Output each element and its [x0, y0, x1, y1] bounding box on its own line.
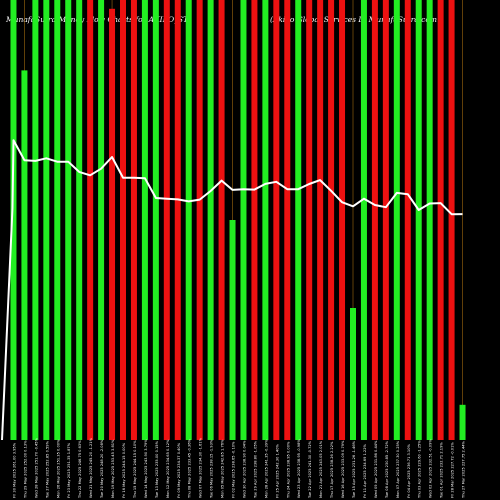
volume-bar-up	[98, 0, 105, 440]
volume-bar-up	[141, 0, 148, 440]
volume-bar-down	[317, 0, 324, 440]
x-tick-label: Mon 21 Apr 2025 243.05 2.01%	[319, 440, 323, 498]
volume-bar-up	[426, 0, 433, 440]
x-tick-label: Tue 27 May 2025 252.85 0.59%	[45, 440, 49, 499]
volume-bar-down	[306, 0, 313, 440]
volume-bar-down	[448, 0, 455, 440]
x-tick-label: Tue 06 May 2025 238.15 -1.93%	[210, 439, 214, 499]
volume-bar-down	[371, 0, 378, 440]
x-tick-label: Thu 17 Apr 2025 238.26 2.22%	[330, 441, 334, 499]
volume-bar-down	[109, 8, 116, 441]
volume-bar-down	[404, 0, 411, 440]
x-tick-label: Tue 22 Apr 2025 241.30 -0.72%	[308, 440, 312, 499]
volume-bar-up	[350, 308, 356, 440]
volume-bar-down	[130, 0, 137, 440]
x-tick-label: Thu 03 Apr 2025 229.60 -1.25%	[418, 440, 422, 499]
x-tick-label: Wed 16 Apr 2025 233.09 0.79%	[341, 440, 345, 498]
x-tick-label: Fri 11 Apr 2025 234.69 1.22%	[363, 443, 367, 498]
x-tick-label: Thu 29 May 2025 252.00 0.13%	[23, 440, 27, 499]
x-tick-label: Wed 28 May 2025 251.70 -0.45%	[34, 437, 38, 498]
x-tick-label: Tue 29 Apr 2025 238.80 -1.05%	[253, 440, 257, 499]
x-tick-label: Tue 08 Apr 2025 230.85 -2.72%	[385, 440, 389, 499]
x-tick-label: Wed 21 May 2025 245.20 -1.21%	[89, 437, 93, 498]
price-line	[1, 139, 463, 441]
x-tick-label: Wed 30 Apr 2025 238.90 0.04%	[242, 440, 246, 498]
volume-bar-down	[174, 0, 181, 440]
chart-title-left: MunafaSutra Money Flow Charts for AKIKO_…	[6, 15, 189, 24]
volume-bar-up	[295, 0, 302, 440]
volume-bar-down	[382, 0, 389, 440]
volume-bar-down	[284, 0, 291, 440]
volume-bars	[10, 0, 466, 441]
x-tick-label: Thu 27 Mar 2025 227.75 2.44%	[462, 440, 466, 499]
x-tick-label: Mon 28 Apr 2025 241.35 -0.39%	[264, 439, 268, 498]
x-tick-label: Tue 13 May 2025 235.00 0.15%	[155, 440, 159, 499]
volume-bar-up	[21, 70, 28, 441]
x-tick-label: Tue 20 May 2025 248.20 -2.08%	[100, 439, 104, 499]
x-tick-label: Wed 23 Apr 2025 238.95 -0.98%	[297, 439, 301, 498]
x-tick-label: Fri 23 May 2025 251.35 1.87%	[67, 442, 71, 498]
x-tick-label: Thu 08 May 2025 233.45 -0.36%	[188, 439, 192, 499]
x-tick-label: Tue 01 Apr 2025 232.71 2.19%	[440, 442, 444, 499]
volume-bar-up	[415, 0, 422, 440]
x-tick-label: Mon 05 May 2025 242.85 1.76%	[221, 439, 225, 498]
volume-bar-up	[360, 0, 367, 440]
price-line-group	[1, 139, 463, 441]
volume-bar-down	[87, 0, 94, 440]
volume-bar-down	[251, 0, 258, 440]
volume-bar-down	[218, 0, 225, 440]
volume-bar-down	[120, 0, 126, 440]
volume-bar-up	[65, 0, 72, 440]
volume-bar-up	[152, 0, 159, 440]
x-tick-label: Fri 02 May 2025 238.65 -0.10%	[232, 441, 236, 498]
x-tick-label: Thu 24 Apr 2025 238.95 0.00%	[286, 441, 290, 499]
volume-bar-up	[185, 0, 192, 440]
volume-bar-up	[207, 0, 214, 440]
x-tick-label: Mon 19 May 2025 253.45 3.81%	[111, 439, 115, 498]
x-tick-labels: Fri 30 May 2025 261.00 3.95% Thu 29 May 2…	[12, 437, 465, 499]
x-tick-label: Thu 15 May 2025 244.15 0.10%	[133, 440, 137, 499]
volume-bar-up	[43, 0, 50, 440]
volume-bar-up	[393, 0, 400, 440]
volume-bar-down	[437, 0, 444, 440]
chart-title-right: (Akiko Global Services L) MunafaSutra.co…	[270, 15, 437, 24]
volume-bar-up	[32, 0, 39, 440]
x-tick-label: Thu 22 May 2025 246.75 0.63%	[78, 440, 82, 499]
volume-bar-down	[196, 0, 203, 440]
x-tick-label: Mon 26 May 2025 251.35 0.00%	[56, 439, 60, 498]
x-tick-label: Fri 09 May 2025 234.37 0.40%	[177, 442, 181, 498]
x-tick-label: Mon 07 Apr 2025 237.30 0.25%	[396, 440, 400, 498]
x-tick-label: Fri 04 Apr 2025 236.71 3.10%	[407, 443, 411, 498]
volume-bar-down	[273, 0, 280, 440]
x-tick-label: Fri 16 May 2025 244.15 0.00%	[122, 442, 126, 498]
volume-bar-up	[229, 220, 236, 440]
volume-bar-up	[262, 0, 269, 440]
x-tick-label: Wed 07 May 2025 234.30 -1.61%	[199, 437, 203, 498]
x-tick-label: Fri 30 May 2025 261.00 3.95%	[12, 442, 16, 498]
x-tick-label: Mon 12 May 2025 234.65 0.12%	[166, 439, 170, 498]
volume-bar-up	[54, 0, 61, 440]
x-tick-label: Fri 28 Mar 2025 227.72 -0.01%	[451, 442, 455, 498]
volume-bar-up	[10, 0, 17, 440]
volume-bar-up	[459, 404, 466, 440]
x-tick-label: Wed 14 May 2025 243.90 3.79%	[144, 439, 148, 498]
volume-bar-up	[76, 0, 83, 440]
volume-bar-down	[339, 0, 346, 440]
x-tick-label: Fri 25 Apr 2025 242.30 1.40%	[275, 443, 279, 498]
volume-bar-down	[328, 0, 335, 440]
volume-bar-up	[240, 0, 247, 440]
x-tick-label: Tue 15 Apr 2025 231.26 -1.46%	[352, 440, 356, 499]
volume-bar-down	[163, 0, 170, 440]
x-tick-label: Wed 09 Apr 2025 231.86 0.44%	[374, 440, 378, 498]
x-tick-label: Wed 02 Apr 2025 232.51 -0.09%	[429, 439, 433, 498]
